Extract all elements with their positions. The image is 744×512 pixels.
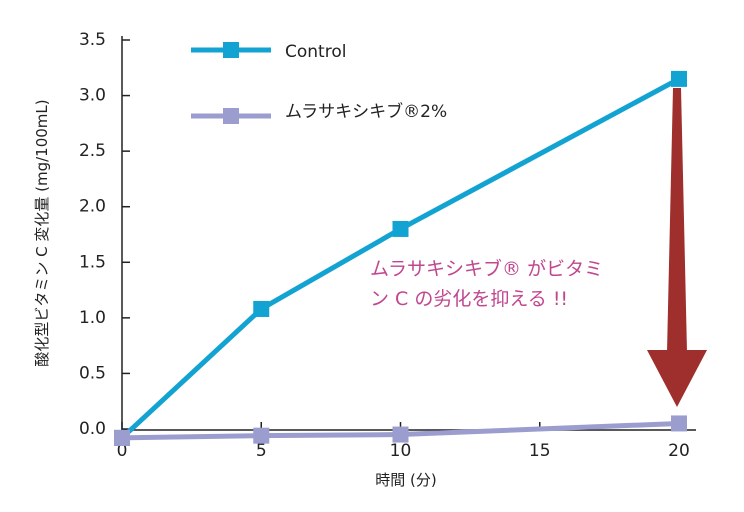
data-point-1-2: [392, 426, 409, 443]
data-point-1-0: [114, 429, 130, 446]
y-tick-label: 2.5: [79, 141, 106, 161]
annotation-line-1: ムラサキシキブ® がビタミ: [370, 257, 603, 280]
x-tick-label: 10: [390, 441, 412, 461]
x-tick-label: 15: [529, 441, 551, 461]
y-tick-label: 1.0: [79, 308, 106, 328]
x-tick-label: 20: [668, 441, 690, 461]
data-point-0-3: [671, 70, 687, 87]
legend-label-murasakishikibu: ムラサキシキブ®2%: [285, 101, 447, 122]
y-tick-label: 0.0: [79, 419, 106, 439]
data-point-1-3: [671, 415, 687, 432]
y-axis-title: 酸化型ビタミン C 変化量 (mg/100mL): [33, 99, 51, 366]
x-ticks: 0 5 10 15 20: [117, 422, 690, 461]
legend: Control ムラサキシキブ®2%: [191, 42, 447, 124]
y-ticks: 0.0 0.5 1.0 1.5 2.0 2.5 3.0 3.5: [79, 30, 130, 439]
data-point-0-1: [253, 300, 270, 317]
series-line-0: [120, 76, 681, 440]
legend-item-control: Control: [191, 42, 346, 62]
x-axis-title: 時間 (分): [375, 471, 436, 489]
y-tick-label: 3.5: [79, 30, 106, 50]
x-tick-label: 0: [117, 441, 128, 461]
series-line-1: [121, 420, 680, 441]
data-point-1-1: [253, 427, 270, 444]
y-tick-label: 3.0: [79, 86, 106, 106]
data-point-0-2: [392, 220, 409, 237]
legend-item-murasakishikibu: ムラサキシキブ®2%: [191, 101, 447, 124]
annotation-line-2: ン C の劣化を抑える !!: [370, 288, 568, 310]
y-tick-label: 1.5: [79, 252, 106, 272]
x-tick-label: 5: [256, 441, 267, 461]
down-arrow: [647, 88, 707, 407]
y-tick-label: 0.5: [79, 363, 106, 383]
legend-label-control: Control: [285, 42, 346, 62]
series-layer: [114, 70, 687, 446]
y-tick-label: 2.0: [79, 197, 106, 217]
